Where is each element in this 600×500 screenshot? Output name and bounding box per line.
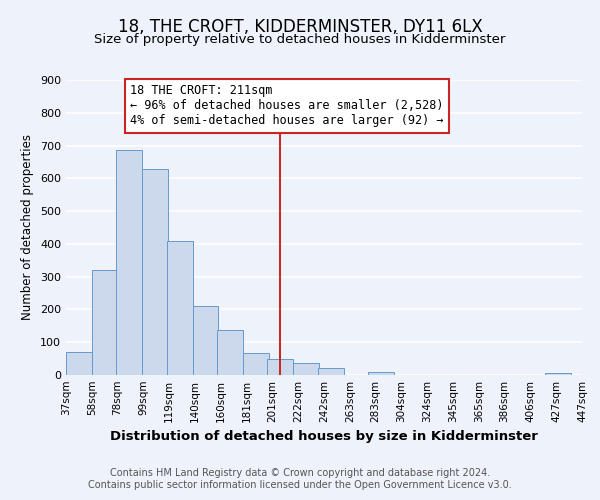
Bar [243,352,269,375]
Text: 18, THE CROFT, KIDDERMINSTER, DY11 6LX: 18, THE CROFT, KIDDERMINSTER, DY11 6LX [118,18,482,36]
Y-axis label: Number of detached properties: Number of detached properties [22,134,34,320]
Bar [217,330,243,375]
Bar [293,362,319,375]
Bar [116,150,142,375]
Bar [545,374,571,375]
Text: Size of property relative to detached houses in Kidderminster: Size of property relative to detached ho… [94,32,506,46]
Bar [167,240,193,375]
Text: Contains HM Land Registry data © Crown copyright and database right 2024.: Contains HM Land Registry data © Crown c… [110,468,490,477]
Text: Contains public sector information licensed under the Open Government Licence v3: Contains public sector information licen… [88,480,512,490]
Bar [193,306,218,375]
Bar [92,270,118,375]
Text: 18 THE CROFT: 211sqm
← 96% of detached houses are smaller (2,528)
4% of semi-det: 18 THE CROFT: 211sqm ← 96% of detached h… [131,84,444,128]
X-axis label: Distribution of detached houses by size in Kidderminster: Distribution of detached houses by size … [110,430,538,444]
Bar [318,368,344,375]
Bar [142,169,168,375]
Bar [268,360,293,375]
Bar [368,372,394,375]
Bar [66,352,92,375]
